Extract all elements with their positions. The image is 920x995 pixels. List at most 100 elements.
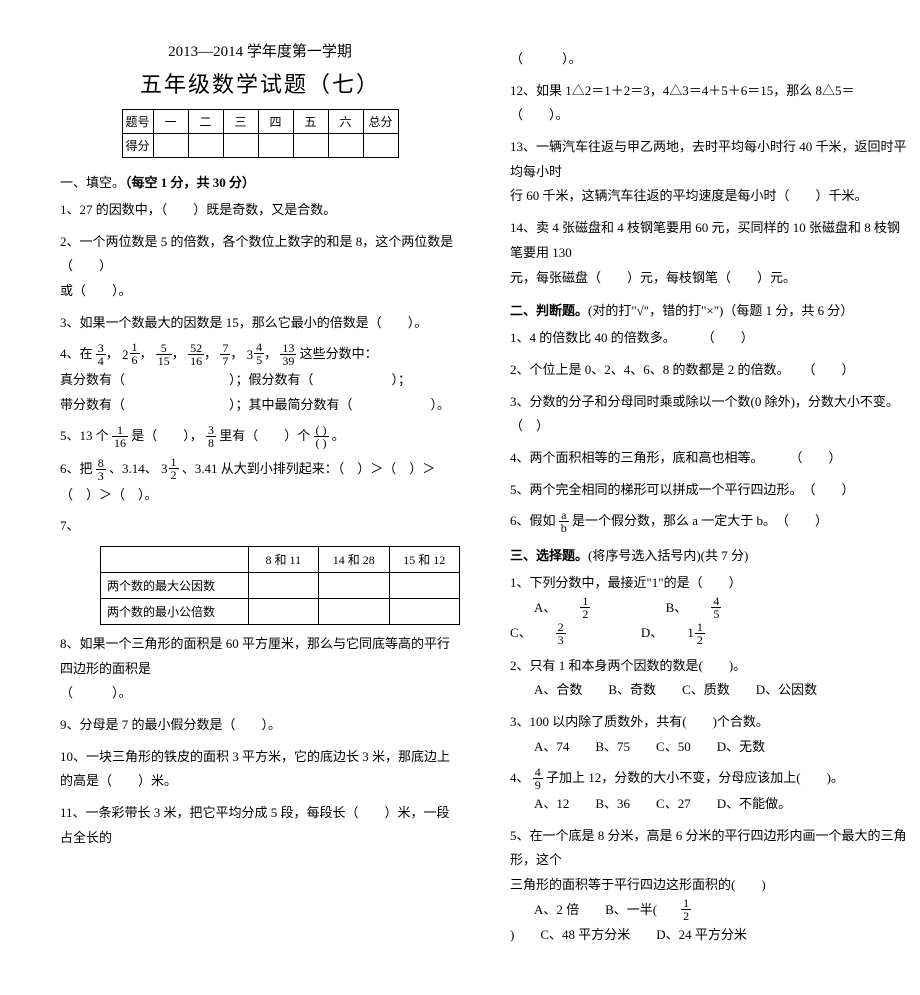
table-row: 两个数的最大公因数 (101, 573, 460, 599)
q5-d: 。 (332, 428, 345, 443)
left-column: 2013—2014 学年度第一学期 五年级数学试题（七） 题号 一 二 三 四 … (60, 40, 460, 955)
x4-b: 子加上 12，分数的大小不变，分母应该加上( )。 (546, 770, 844, 785)
table-row: 得分 (122, 134, 398, 158)
frac: 38 (206, 424, 216, 449)
x5-b: 三角形的面积等于平行四边这形面积的( ) (510, 877, 766, 892)
score-col: 六 (328, 110, 363, 134)
judge-6: 6、假如 ab 是一个假分数，那么 a 一定大于 b。 （ ） (510, 509, 910, 535)
score-table: 题号 一 二 三 四 五 六 总分 得分 (122, 109, 399, 158)
section-1-heading: 一、填空。（每空 1 分，共 30 分） (60, 172, 460, 191)
score-cell (293, 134, 328, 158)
q5-a: 5、13 个 (60, 428, 109, 443)
judge-3: 3、分数的分子和分母同时乘或除以一个数(0 除外)，分数大小不变。（ ） (510, 390, 910, 439)
q8-a: 8、如果一个三角形的面积是 60 平方厘米，那么与它同底等高的平行四边形的面积是 (60, 636, 450, 676)
grid-cell (389, 599, 459, 625)
question-11: 11、一条彩带长 3 米，把它平均分成 5 段，每段长（ ）米，一段占全长的 (60, 801, 460, 850)
sec3-a: 三、选择题。 (510, 548, 588, 563)
q4-tail: 这些分数中： (300, 347, 378, 362)
sec2-b: (对的打"√"，错的打"×")（每题 1 分，共 6 分） (588, 303, 853, 318)
table-row: 题号 一 二 三 四 五 六 总分 (122, 110, 398, 134)
question-13: 13、一辆汽车往返与甲乙两地，去时平均每小时行 40 千米，返回时平均每小时 行… (510, 135, 910, 209)
judge-2: 2、个位上是 0、2、4、6、8 的数都是 2 的倍数。 （ ） (510, 358, 910, 383)
frac: ( )( ) (314, 424, 329, 449)
q5-b: 是（ ）， (131, 428, 203, 443)
question-3: 3、如果一个数最大的因数是 15，那么它最小的倍数是（ ）。 (60, 311, 460, 336)
question-14: 14、卖 4 张磁盘和 4 枝钢笔要用 60 元，买同样的 10 张磁盘和 8 … (510, 216, 910, 290)
frac: 5216 (188, 342, 204, 367)
section-1-b: （每空 1 分，共 30 分） (125, 175, 255, 190)
score-cell (258, 134, 293, 158)
frac: 1339 (280, 342, 296, 367)
q5-c: 里有（ ）个 (219, 428, 310, 443)
grid-cell (248, 599, 318, 625)
choice-5: 5、在一个底是 8 分米，高是 6 分米的平行四边形内画一个最大的三角形，这个 … (510, 824, 910, 948)
score-sum: 总分 (363, 110, 398, 134)
frac: 77 (220, 342, 230, 367)
x3-q: 3、100 以内除了质数外，共有( )个合数。 (510, 714, 769, 729)
grid-h3: 15 和 12 (389, 547, 459, 573)
q14-b: 元，每张磁盘（ ）元，每枝钢笔（ ）元。 (510, 270, 796, 285)
choice-1: 1、下列分数中，最接近"1"的是（ ） A、12 B、45 C、23 D、112 (510, 571, 910, 647)
j6-a: 6、假如 (510, 513, 556, 528)
judge-5: 5、两个完全相同的梯形可以拼成一个平行四边形。 （ ） (510, 478, 910, 503)
score-col: 三 (223, 110, 258, 134)
frac: 34 (96, 342, 106, 367)
score-col: 二 (188, 110, 223, 134)
x1-choices: A、12 B、45 C、23 D、112 (510, 600, 801, 641)
question-4: 4、在 34， 216， 515， 5216， 77， 345， 1339 这些… (60, 342, 460, 417)
right-column: （ ）。 12、如果 1△2＝1＋2＝3，4△3＝4＋5＋6＝15，那么 8△5… (510, 40, 910, 955)
mixed: 345 (247, 342, 265, 367)
choice-4: 4、 49 子加上 12，分数的大小不变，分母应该加上( )。 A、12 B、3… (510, 766, 910, 816)
section-1-a: 一、填空。 (60, 175, 125, 190)
table-row: 两个数的最小公倍数 (101, 599, 460, 625)
table-row: 8 和 11 14 和 28 15 和 12 (101, 547, 460, 573)
question-2: 2、一个两位数是 5 的倍数，各个数位上数字的和是 8，这个两位数是（ ） 或（… (60, 230, 460, 304)
score-label: 题号 (122, 110, 153, 134)
frac: 83 (96, 457, 106, 482)
question-11b: （ ）。 (510, 47, 910, 72)
question-12: 12、如果 1△2＝1＋2＝3，4△3＝4＋5＋6＝15，那么 8△5＝（ ）。 (510, 79, 910, 128)
question-6: 6、把 83 、3.14、 312 、3.41 从大到小排列起来：（ ）＞（ ）… (60, 457, 460, 507)
section-3-heading: 三、选择题。(将序号选入括号内)(共 7 分) (510, 545, 910, 564)
score-cell (223, 134, 258, 158)
score-cell (363, 134, 398, 158)
score-label: 得分 (122, 134, 153, 158)
judge-1: 1、4 的倍数比 40 的倍数多。 （ ） (510, 326, 910, 351)
x2-q: 2、只有 1 和本身两个因数的数是( )。 (510, 658, 746, 673)
grid-cell (389, 573, 459, 599)
mixed: 216 (122, 342, 140, 367)
score-cell (188, 134, 223, 158)
section-2-heading: 二、判断题。(对的打"√"，错的打"×")（每题 1 分，共 6 分） (510, 300, 910, 319)
q2-b: 或（ ）。 (60, 283, 132, 298)
sec3-b: (将序号选入括号内)(共 7 分) (588, 548, 748, 563)
q2-a: 2、一个两位数是 5 的倍数，各个数位上数字的和是 8，这个两位数是（ ） (60, 234, 453, 274)
x2-opts: A、合数 B、奇数 C、质数 D、公因数 (510, 682, 817, 697)
question-10: 10、一块三角形的铁皮的面积 3 平方米，它的底边长 3 米，那底边上的高是（ … (60, 745, 460, 794)
score-cell (328, 134, 363, 158)
score-col: 五 (293, 110, 328, 134)
judge-4: 4、两个面积相等的三角形，底和高也相等。 （ ） (510, 446, 910, 471)
q4-lead: 4、在 (60, 347, 93, 362)
q6-b: 、3.14、 (109, 461, 158, 476)
q6-a: 6、把 (60, 461, 93, 476)
header-title: 五年级数学试题（七） (60, 67, 460, 99)
question-8: 8、如果一个三角形的面积是 60 平方厘米，那么与它同底等高的平行四边形的面积是… (60, 632, 460, 706)
frac: ab (559, 509, 569, 534)
q7-grid: 8 和 11 14 和 28 15 和 12 两个数的最大公因数 两个数的最小公… (100, 546, 460, 625)
x5-a: 5、在一个底是 8 分米，高是 6 分米的平行四边形内画一个最大的三角形，这个 (510, 828, 907, 868)
choice-3: 3、100 以内除了质数外，共有( )个合数。 A、74 B、75 C、50 D… (510, 710, 910, 759)
choice-2: 2、只有 1 和本身两个因数的数是( )。 A、合数 B、奇数 C、质数 D、公… (510, 654, 910, 703)
grid-r2: 两个数的最小公倍数 (101, 599, 249, 625)
q13-b: 行 60 千米，这辆汽车往返的平均速度是每小时（ ）千米。 (510, 188, 868, 203)
x1-q: 1、下列分数中，最接近"1"的是（ ） (510, 575, 742, 590)
frac: 515 (156, 342, 172, 367)
score-cell (153, 134, 188, 158)
question-9: 9、分母是 7 的最小假分数是（ ）。 (60, 713, 460, 738)
x4-a: 4、 (510, 770, 530, 785)
x5-opts: A、2 倍 B、一半(12) C、48 平方分米 D、24 平方分米 (510, 902, 771, 943)
score-col: 四 (258, 110, 293, 134)
q13-a: 13、一辆汽车往返与甲乙两地，去时平均每小时行 40 千米，返回时平均每小时 (510, 139, 907, 179)
question-5: 5、13 个 116 是（ ）， 38 里有（ ）个 ( )( ) 。 (60, 424, 460, 450)
question-1: 1、27 的因数中，（ ）既是奇数，又是合数。 (60, 198, 460, 223)
x3-opts: A、74 B、75 C、50 D、无数 (510, 739, 765, 754)
